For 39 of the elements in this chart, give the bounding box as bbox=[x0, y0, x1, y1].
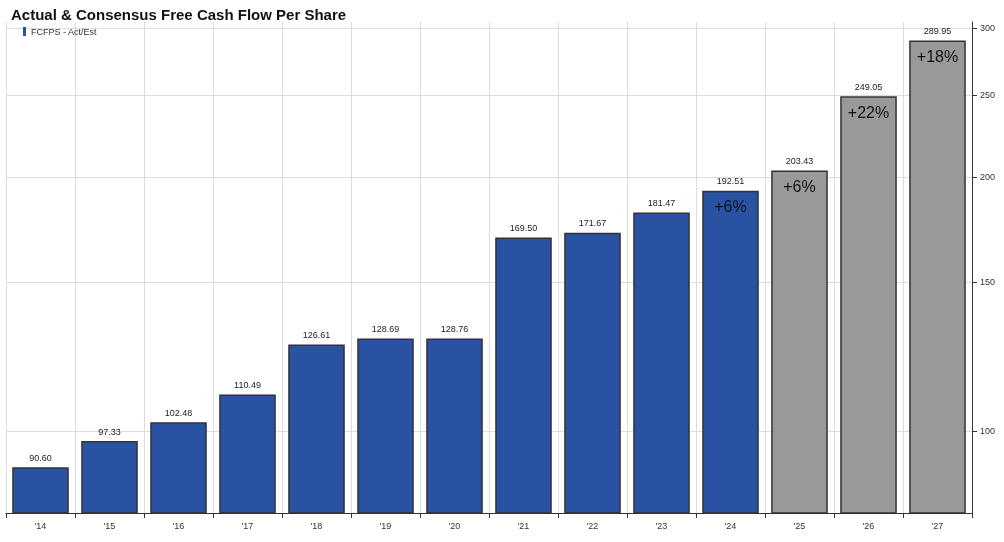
data-label: 128.69 bbox=[371, 324, 400, 335]
x-tick-label: '16 bbox=[172, 520, 185, 531]
y-tick-label: 100 bbox=[980, 426, 996, 437]
x-tick-label: '27 bbox=[931, 520, 944, 531]
data-label: 192.51 bbox=[716, 176, 745, 187]
annotation: +6% bbox=[714, 198, 747, 216]
annotation: +6% bbox=[783, 178, 816, 196]
y-tick-label: 300 bbox=[980, 23, 996, 34]
x-tick-label: '20 bbox=[448, 520, 461, 531]
annotation: +18% bbox=[916, 48, 959, 66]
legend-label: FCFPS - Act/Est bbox=[31, 26, 98, 37]
x-tick-label: '17 bbox=[241, 520, 254, 531]
data-label: 171.67 bbox=[578, 218, 607, 229]
data-label: 102.48 bbox=[164, 407, 193, 418]
x-tick-label: '21 bbox=[517, 520, 530, 531]
chart-title: Actual & Consensus Free Cash Flow Per Share bbox=[11, 6, 347, 23]
x-tick-label: '19 bbox=[379, 520, 392, 531]
x-tick-label: '22 bbox=[586, 520, 599, 531]
y-tick-label: 200 bbox=[980, 171, 996, 182]
data-label: 110.49 bbox=[234, 380, 261, 391]
x-tick-label: '23 bbox=[655, 520, 668, 531]
data-label: 181.47 bbox=[647, 198, 676, 208]
y-tick-label: 250 bbox=[980, 89, 996, 100]
data-label: 126.61 bbox=[302, 330, 331, 341]
x-tick-label: '18 bbox=[310, 520, 323, 531]
data-label: 169.50 bbox=[509, 223, 538, 234]
x-tick-label: '25 bbox=[793, 520, 806, 531]
x-tick-label: '15 bbox=[103, 520, 116, 531]
x-tick-label: '26 bbox=[862, 520, 875, 531]
annotation: +22% bbox=[847, 103, 890, 121]
data-label: 90.60 bbox=[29, 452, 52, 463]
y-tick-label: 150 bbox=[980, 277, 996, 288]
data-label: 249.05 bbox=[854, 81, 883, 92]
x-tick-label: '24 bbox=[724, 520, 737, 531]
data-label: 128.76 bbox=[440, 323, 469, 334]
data-label: 203.43 bbox=[785, 156, 814, 167]
data-label: 289.95 bbox=[923, 26, 952, 37]
x-tick-label: '14 bbox=[34, 520, 47, 531]
data-label: 97.33 bbox=[98, 426, 121, 437]
